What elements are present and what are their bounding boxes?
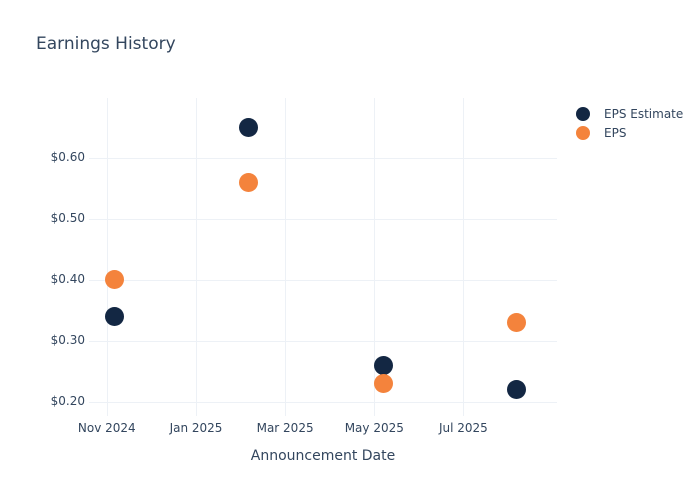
y-tick-label: $0.20 xyxy=(50,394,85,408)
y-tick-label: $0.30 xyxy=(50,332,85,347)
gridline-vertical xyxy=(106,98,108,416)
legend-swatch-eps-icon xyxy=(576,125,590,140)
y-tick-label: $0.40 xyxy=(50,271,85,286)
legend-item-eps-estimate[interactable]: EPS Estimate xyxy=(576,104,683,123)
gridline-vertical xyxy=(285,98,287,416)
gridline-vertical xyxy=(374,98,376,416)
legend-item-eps[interactable]: EPS xyxy=(576,123,683,142)
gridline-horizontal xyxy=(89,218,557,220)
data-point-eps-estimate[interactable] xyxy=(373,355,393,375)
data-point-eps-estimate[interactable] xyxy=(507,380,527,400)
gridline-horizontal xyxy=(89,279,557,281)
x-tick-label: Nov 2024 xyxy=(77,421,136,435)
legend: EPS Estimate EPS xyxy=(576,104,683,142)
gridline-horizontal xyxy=(89,402,557,403)
gridline-vertical xyxy=(196,98,197,416)
x-axis-title: Announcement Date xyxy=(250,448,396,464)
x-tick-label: Jan 2025 xyxy=(169,421,223,435)
x-tick-label: Jul 2025 xyxy=(438,421,488,435)
data-point-eps[interactable] xyxy=(238,172,258,192)
gridline-vertical xyxy=(463,98,465,416)
data-point-eps-estimate[interactable] xyxy=(238,117,258,137)
legend-swatch-eps-estimate-icon xyxy=(576,106,590,121)
legend-label-eps: EPS xyxy=(604,125,627,140)
gridline-horizontal xyxy=(89,157,557,159)
data-point-eps[interactable] xyxy=(507,313,527,333)
data-point-eps[interactable] xyxy=(373,374,393,394)
x-tick-label: Mar 2025 xyxy=(256,421,314,435)
x-tick-label: May 2025 xyxy=(344,421,404,435)
y-tick-label: $0.60 xyxy=(50,149,85,164)
chart-title: Earnings History xyxy=(36,34,176,54)
y-tick-label: $0.50 xyxy=(50,210,85,225)
legend-label-eps-estimate: EPS Estimate xyxy=(604,106,684,121)
data-point-eps-estimate[interactable] xyxy=(104,307,124,326)
gridline-horizontal xyxy=(89,340,557,342)
data-point-eps[interactable] xyxy=(104,270,124,290)
